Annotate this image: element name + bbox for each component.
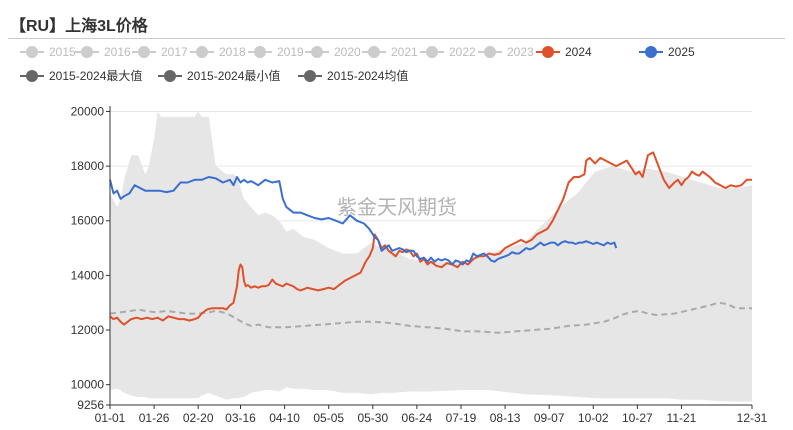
x-tick-label: 06-24 xyxy=(402,411,433,425)
x-tick-label: 10-02 xyxy=(578,411,609,425)
legend-item-2023[interactable]: 2023 xyxy=(478,45,534,59)
x-tick-label: 08-13 xyxy=(490,411,521,425)
legend-item-2025[interactable]: 2025 xyxy=(639,45,695,59)
y-tick-label: 16000 xyxy=(71,214,105,228)
watermark-text: 紫金天风期货 xyxy=(337,195,457,219)
range-band-area xyxy=(110,111,752,402)
series-line-2015-2024均值 xyxy=(109,301,752,334)
legend-item-2015[interactable]: 2015 xyxy=(20,45,76,59)
legend-label: 2015 xyxy=(49,45,76,59)
x-tick-label: 05-05 xyxy=(313,411,344,425)
x-tick-label: 01-01 xyxy=(95,411,126,425)
legend-item-2015-2024最小值[interactable]: 2015-2024最小值 xyxy=(158,67,280,84)
legend-label: 2018 xyxy=(219,45,246,59)
legend-item-2015-2024最大值[interactable]: 2015-2024最大值 xyxy=(20,67,142,84)
x-tick-label: 04-10 xyxy=(269,411,300,425)
legend-marker-icon xyxy=(420,46,444,58)
y-tick-label: 9256 xyxy=(77,398,104,412)
legend-label: 2015-2024最大值 xyxy=(49,69,143,83)
x-tick-label: 10-27 xyxy=(622,411,653,425)
legend-item-2022[interactable]: 2022 xyxy=(420,45,476,59)
legend-label: 2017 xyxy=(161,45,188,59)
legend-marker-icon xyxy=(536,46,560,58)
y-tick-label: 20000 xyxy=(71,104,105,118)
legend-marker-icon xyxy=(478,46,502,58)
chart-title: 【RU】上海3L价格 xyxy=(10,18,148,35)
legend-item-2015-2024均值[interactable]: 2015-2024均值 xyxy=(298,67,408,84)
legend-marker-icon xyxy=(158,69,182,82)
legend-label: 2015-2024最小值 xyxy=(187,69,281,83)
chart-legend: 2015 2016 2017 2018 2019 2020 2021 2022 2023 2024… xyxy=(0,40,793,88)
x-tick-label: 05-30 xyxy=(357,411,388,425)
series-line-2025 xyxy=(109,176,618,266)
legend-label: 2024 xyxy=(565,45,592,59)
x-tick-label: 07-19 xyxy=(446,411,477,425)
title-divider xyxy=(8,38,785,39)
legend-item-2017[interactable]: 2017 xyxy=(132,45,188,59)
legend-item-2019[interactable]: 2019 xyxy=(248,45,304,59)
legend-marker-icon xyxy=(190,46,214,58)
legend-item-2018[interactable]: 2018 xyxy=(190,45,246,59)
legend-marker-icon xyxy=(248,46,272,58)
legend-item-2016[interactable]: 2016 xyxy=(75,45,131,59)
legend-marker-icon xyxy=(305,46,329,58)
series-line-2024 xyxy=(109,151,752,326)
x-tick-label: 11-21 xyxy=(667,411,697,425)
legend-marker-icon xyxy=(298,69,322,82)
legend-label: 2016 xyxy=(104,45,131,59)
legend-label: 2019 xyxy=(277,45,304,59)
y-tick-label: 14000 xyxy=(71,268,105,282)
legend-marker-icon xyxy=(20,46,44,58)
x-tick-label: 02-20 xyxy=(183,411,214,425)
legend-label: 2020 xyxy=(334,45,361,59)
legend-label: 2022 xyxy=(449,45,476,59)
y-tick-label: 18000 xyxy=(71,159,105,173)
x-tick-label: 09-07 xyxy=(534,411,565,425)
legend-item-2021[interactable]: 2021 xyxy=(362,45,418,59)
legend-label: 2023 xyxy=(507,45,534,59)
x-tick-label: 01-26 xyxy=(139,411,170,425)
legend-marker-icon xyxy=(75,46,99,58)
legend-marker-icon xyxy=(20,69,44,82)
x-tick-label: 12-31 xyxy=(737,411,768,425)
legend-marker-icon xyxy=(362,46,386,58)
y-tick-label: 10000 xyxy=(71,378,105,392)
legend-label: 2025 xyxy=(668,45,695,59)
legend-label: 2021 xyxy=(391,45,418,59)
x-tick-label: 03-16 xyxy=(225,411,256,425)
legend-marker-icon xyxy=(639,46,663,58)
y-tick-label: 12000 xyxy=(71,323,105,337)
legend-item-2020[interactable]: 2020 xyxy=(305,45,361,59)
legend-label: 2015-2024均值 xyxy=(327,69,409,83)
legend-item-2024[interactable]: 2024 xyxy=(536,45,592,59)
legend-marker-icon xyxy=(132,46,156,58)
